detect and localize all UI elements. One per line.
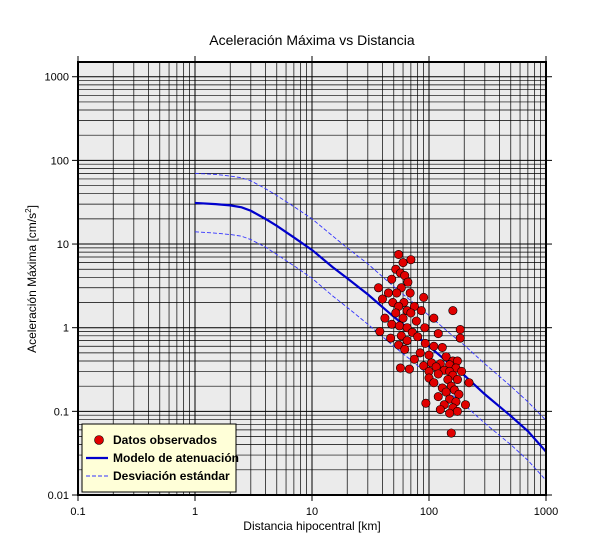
deviation-line bbox=[194, 172, 547, 421]
x-tick-label: 100 bbox=[420, 506, 438, 518]
y-tick-label: 1 bbox=[63, 323, 69, 335]
data-point bbox=[455, 333, 465, 343]
data-point bbox=[398, 258, 408, 268]
data-point bbox=[406, 308, 416, 318]
data-point bbox=[415, 348, 425, 358]
y-tick-label: 1000 bbox=[45, 72, 69, 84]
x-tick-label: 0.1 bbox=[70, 506, 85, 518]
legend: Datos observados Modelo de atenuación De… bbox=[81, 423, 239, 493]
x-tick-label: 1 bbox=[192, 506, 198, 518]
x-tick-label: 10 bbox=[306, 506, 318, 518]
data-point bbox=[386, 333, 396, 343]
data-point bbox=[409, 354, 419, 364]
data-point bbox=[429, 313, 439, 323]
data-point bbox=[391, 308, 401, 318]
data-point bbox=[380, 313, 390, 323]
model-line bbox=[194, 201, 547, 453]
data-point bbox=[420, 338, 430, 348]
data-point bbox=[424, 350, 434, 360]
data-point bbox=[452, 406, 462, 416]
data-point bbox=[454, 389, 464, 399]
data-point bbox=[421, 398, 431, 408]
data-point bbox=[395, 363, 405, 373]
data-point bbox=[413, 332, 423, 342]
data-point bbox=[435, 405, 445, 415]
data-point bbox=[416, 306, 426, 316]
legend-label-desviacion: Desviación estándar bbox=[113, 469, 230, 483]
grid bbox=[77, 62, 546, 496]
data-point bbox=[394, 249, 404, 259]
data-point bbox=[411, 316, 421, 326]
data-point bbox=[464, 378, 474, 388]
data-point bbox=[433, 329, 443, 339]
y-tick-label: 100 bbox=[51, 155, 69, 167]
data-point bbox=[395, 321, 405, 331]
chart-title: Aceleración Máxima vs Distancia bbox=[209, 32, 415, 48]
y-tick-label: 0.01 bbox=[48, 490, 69, 502]
data-point bbox=[452, 375, 462, 385]
data-point bbox=[406, 255, 416, 265]
data-point bbox=[455, 325, 465, 335]
legend-marker-datos bbox=[94, 435, 104, 445]
data-point bbox=[433, 392, 443, 402]
y-axis-label: Aceleración Máxima [cm/s2] bbox=[24, 205, 39, 353]
legend-label-datos: Datos observados bbox=[113, 433, 217, 447]
data-point bbox=[387, 274, 397, 284]
deviation-line bbox=[194, 231, 547, 481]
y-tick-label: 0.1 bbox=[54, 406, 69, 418]
data-point bbox=[433, 369, 443, 379]
data-point bbox=[402, 336, 412, 346]
data-point bbox=[441, 387, 451, 397]
data-point bbox=[441, 352, 451, 362]
data-point bbox=[404, 364, 414, 374]
y-tick-label: 10 bbox=[57, 239, 69, 251]
data-point bbox=[460, 400, 470, 410]
data-point bbox=[396, 331, 406, 341]
data-point bbox=[429, 341, 439, 351]
x-tick-label: 1000 bbox=[534, 506, 558, 518]
data-points bbox=[373, 249, 474, 438]
data-point bbox=[457, 366, 467, 376]
data-point bbox=[394, 340, 404, 350]
data-point bbox=[398, 313, 408, 323]
data-point bbox=[420, 323, 430, 333]
data-point bbox=[437, 342, 447, 352]
data-point bbox=[405, 288, 415, 298]
data-point bbox=[419, 361, 429, 371]
data-point bbox=[429, 378, 439, 388]
data-point bbox=[419, 292, 429, 302]
series-lines bbox=[194, 172, 547, 481]
data-point bbox=[445, 408, 455, 418]
data-point bbox=[392, 288, 402, 298]
data-point bbox=[387, 319, 397, 329]
data-point bbox=[400, 344, 410, 354]
data-point bbox=[448, 306, 458, 316]
data-point bbox=[377, 294, 387, 304]
data-point bbox=[375, 327, 385, 337]
legend-label-modelo: Modelo de atenuación bbox=[113, 451, 239, 465]
ticks bbox=[72, 56, 552, 501]
data-point bbox=[446, 428, 456, 438]
data-point bbox=[373, 283, 383, 293]
x-axis-label: Distancia hipocentral [km] bbox=[243, 519, 380, 533]
data-point bbox=[403, 277, 413, 287]
